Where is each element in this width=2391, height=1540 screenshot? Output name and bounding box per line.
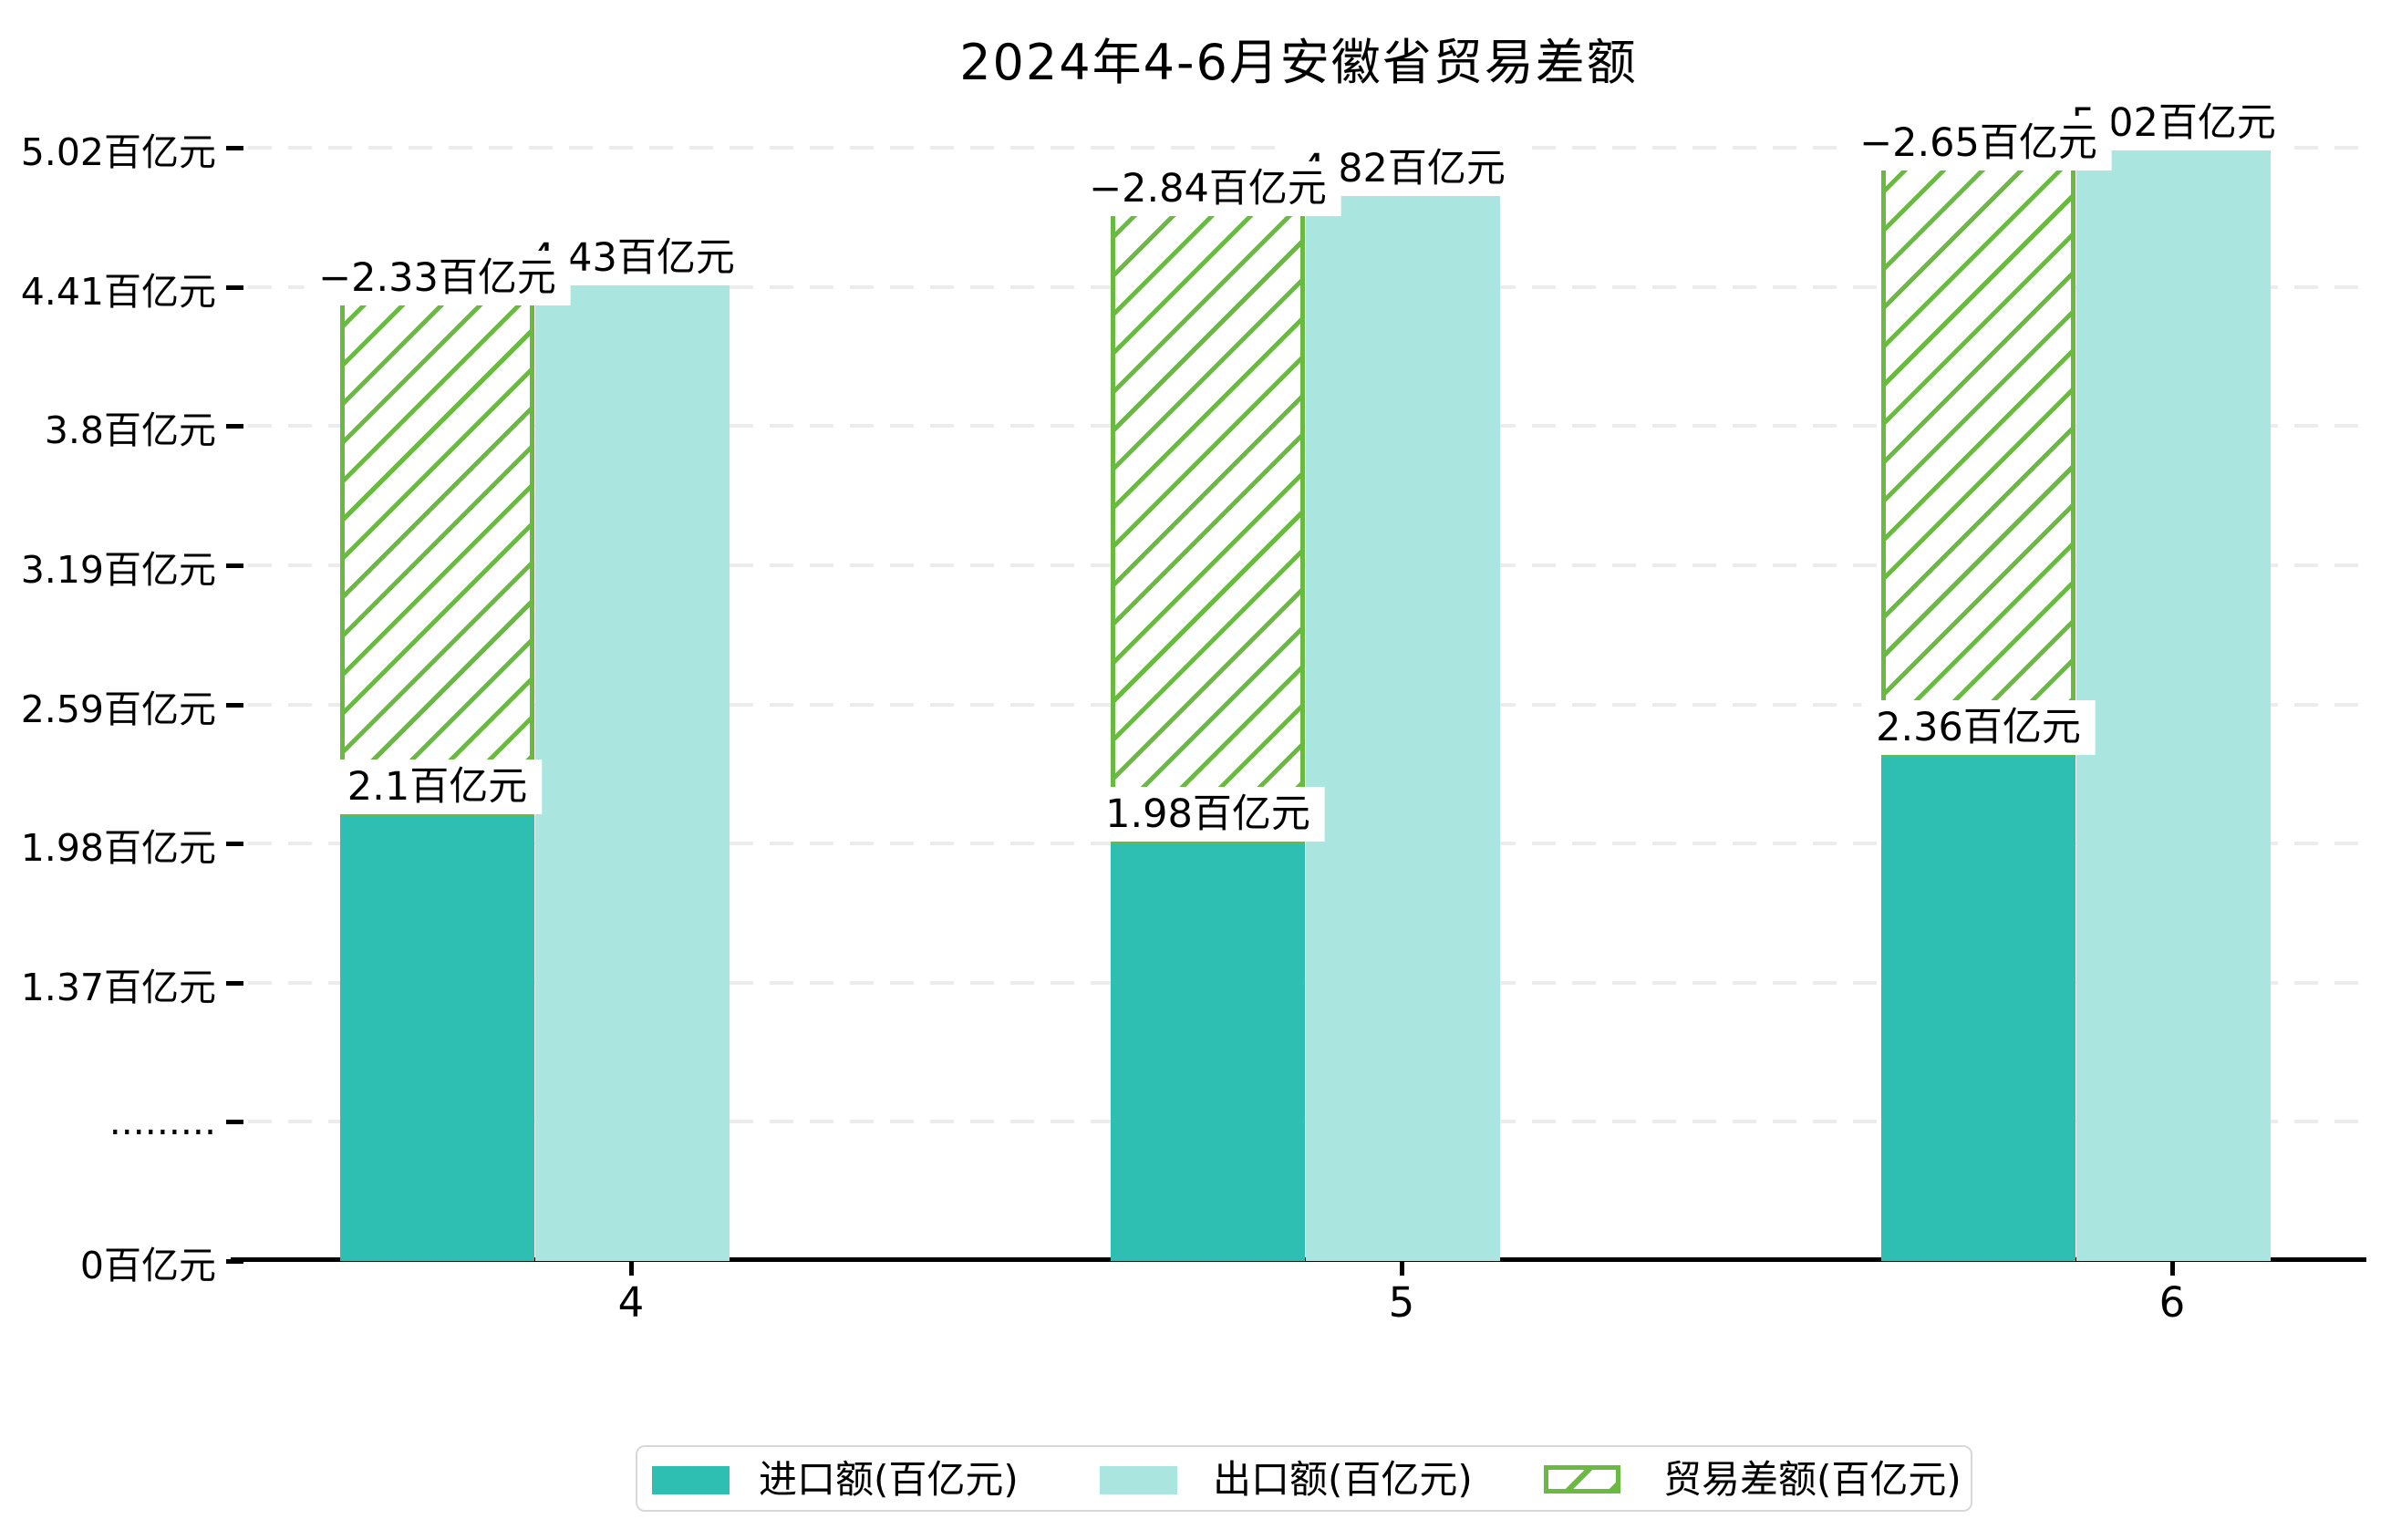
import-bar [340, 815, 534, 1261]
import-legend-swatch [652, 1466, 730, 1494]
y-axis-tick [226, 842, 243, 847]
trade-balance-value-label: −2.33百亿元 [304, 250, 571, 305]
y-axis-tick [226, 563, 243, 568]
x-axis-tick [1400, 1262, 1404, 1276]
trade-balance-bar [1881, 150, 2075, 757]
export-legend-label: 出口额(百亿元) [1213, 1457, 1473, 1502]
y-axis-tick-label: ......... [109, 1100, 216, 1144]
import-value-label: 2.36百亿元 [1861, 699, 2096, 755]
y-axis-tick-label: 0百亿元 [79, 1244, 216, 1287]
x-axis-tick-label: 4 [617, 1278, 645, 1327]
export-bar [1306, 195, 1500, 1261]
import-value-label: 2.1百亿元 [332, 759, 543, 814]
x-axis-tick [2170, 1262, 2175, 1276]
y-axis-tick [226, 702, 243, 708]
x-axis-tick [629, 1262, 634, 1276]
y-axis-tick-label: 2.59百亿元 [20, 687, 216, 731]
export-bar [535, 284, 730, 1261]
x-axis-tick-label: 5 [1388, 1278, 1415, 1327]
trade-balance-value-label: −2.84百亿元 [1074, 161, 1341, 217]
y-axis-tick-label: 1.37百亿元 [20, 965, 216, 1009]
legend: 进口额(百亿元) 出口额(百亿元) 贸易差额(百亿元) [636, 1445, 1972, 1512]
y-axis-tick-label: 3.19百亿元 [20, 547, 216, 592]
import-bar [1111, 843, 1305, 1261]
import-bar [1881, 756, 2075, 1261]
export-legend-swatch [1100, 1466, 1177, 1494]
y-axis-tick [226, 424, 243, 429]
trade-balance-bar [1111, 195, 1305, 844]
y-axis-tick-label: 5.02百亿元 [20, 130, 216, 174]
balance-legend-swatch [1544, 1465, 1620, 1493]
x-axis-tick-label: 6 [2158, 1278, 2186, 1327]
chart-title: 2024年4-6月安徽省贸易差额 [959, 34, 1638, 91]
trade-balance-value-label: −2.65百亿元 [1845, 116, 2112, 171]
balance-legend-label: 贸易差额(百亿元) [1663, 1457, 1961, 1502]
trade-balance-bar [340, 284, 534, 816]
y-axis-tick [226, 1120, 243, 1125]
import-value-label: 1.98百亿元 [1091, 787, 1325, 842]
y-axis-tick [226, 980, 243, 986]
y-axis-tick-label: 4.41百亿元 [20, 269, 216, 314]
y-axis-tick [226, 284, 243, 290]
export-bar [2076, 150, 2271, 1261]
y-axis-tick [226, 146, 243, 150]
y-axis-tick-label: 1.98百亿元 [20, 826, 216, 871]
import-legend-label: 进口额(百亿元) [759, 1457, 1019, 1502]
y-axis-tick-label: 3.8百亿元 [44, 408, 216, 453]
